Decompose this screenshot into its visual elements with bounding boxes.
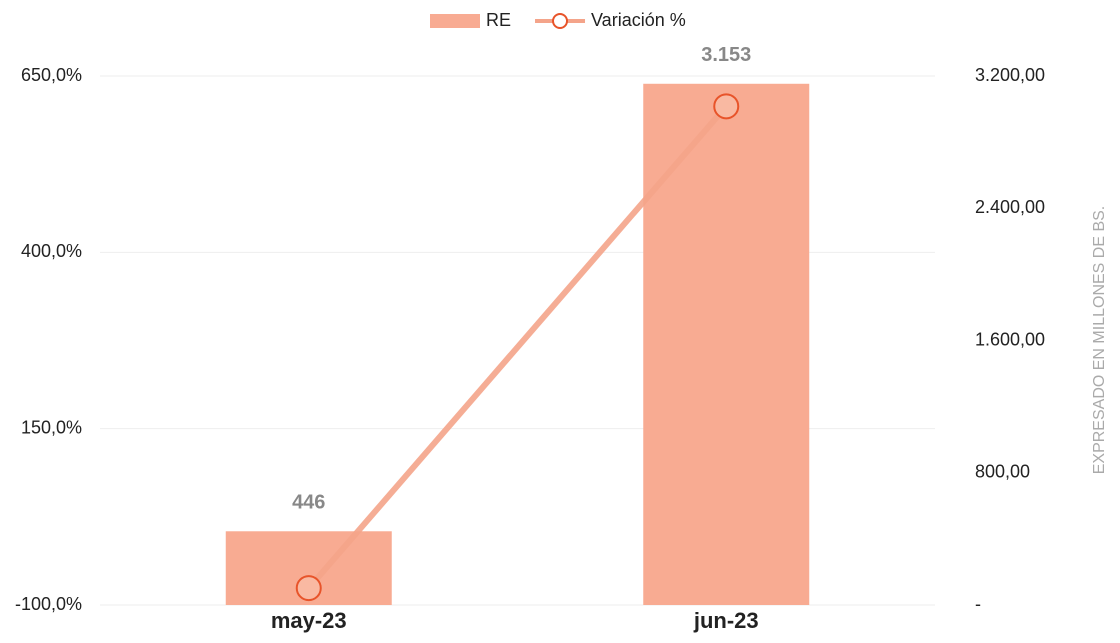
y-tick-label: 650,0% [21, 65, 82, 85]
y2-tick-label: 3.200,00 [975, 65, 1045, 85]
data-label: 3.153 [701, 44, 751, 66]
y-tick-label: 400,0% [21, 241, 82, 261]
y2-tick-label: 1.600,00 [975, 329, 1045, 349]
legend-swatch [552, 13, 569, 29]
legend-swatch [430, 14, 480, 28]
line-marker [295, 575, 322, 602]
y2-tick-label: - [975, 594, 981, 614]
y2-axis-label: EXPRESADO EN MILLONES DE BS. [1091, 206, 1108, 475]
line [306, 104, 729, 591]
x-tick-label: jun-23 [693, 608, 759, 633]
bar [643, 83, 810, 606]
line-marker [713, 93, 740, 120]
y-tick-label: -100,0% [15, 594, 82, 614]
y-tick-label: 150,0% [21, 417, 82, 437]
y2-tick-label: 2.400,00 [975, 197, 1045, 217]
data-label: 446 [292, 492, 325, 514]
legend-label: RE [486, 10, 511, 30]
x-tick-label: may-23 [271, 608, 347, 633]
y2-tick-label: 800,00 [975, 462, 1030, 482]
legend-label: Variación % [591, 10, 686, 30]
